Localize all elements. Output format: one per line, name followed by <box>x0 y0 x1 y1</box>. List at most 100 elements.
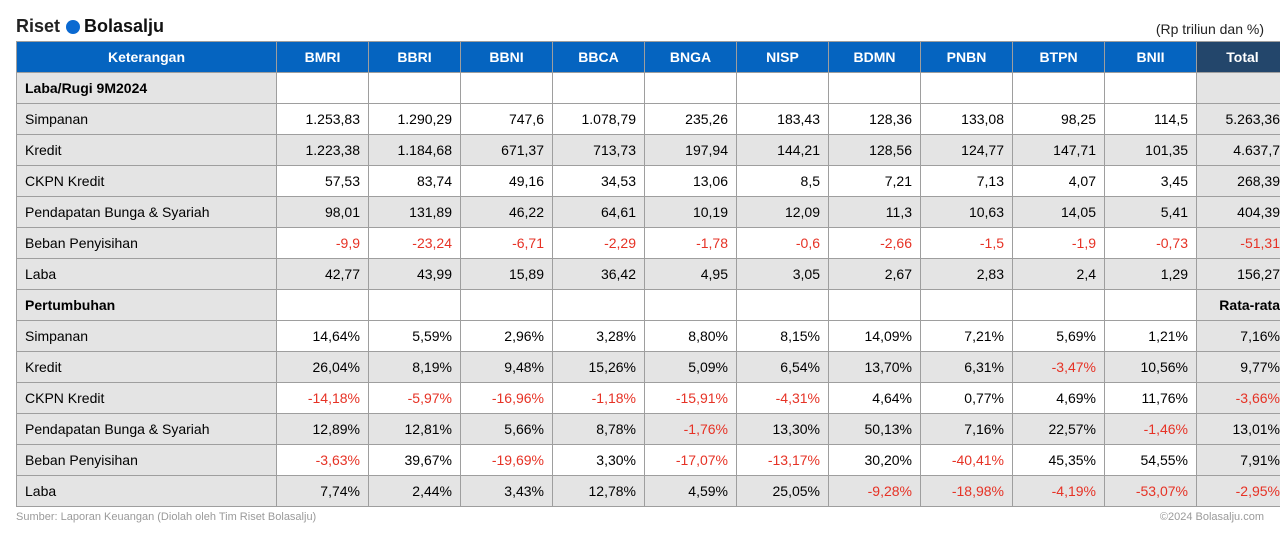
cell: Rata-rata <box>1197 290 1280 321</box>
cell: 14,64% <box>277 321 369 352</box>
cell: 12,09 <box>737 197 829 228</box>
cell: -0,73 <box>1105 228 1197 259</box>
cell: 8,19% <box>369 352 461 383</box>
cell <box>461 73 553 104</box>
cell: 128,56 <box>829 135 921 166</box>
cell: 5,59% <box>369 321 461 352</box>
unit-note: (Rp triliun dan %) <box>1156 21 1264 37</box>
table-row: Simpanan1.253,831.290,29747,61.078,79235… <box>17 104 1280 135</box>
column-header: NISP <box>737 42 829 73</box>
cell: 12,89% <box>277 414 369 445</box>
row-label: Simpanan <box>17 104 277 135</box>
cell: -3,47% <box>1013 352 1105 383</box>
cell: 183,43 <box>737 104 829 135</box>
cell: 7,16% <box>921 414 1013 445</box>
copyright: ©2024 Bolasalju.com <box>1160 511 1264 523</box>
cell: 7,21 <box>829 166 921 197</box>
row-label: Kredit <box>17 135 277 166</box>
cell <box>921 290 1013 321</box>
cell: 2,67 <box>829 259 921 290</box>
cell: 5,66% <box>461 414 553 445</box>
cell: 7,13 <box>921 166 1013 197</box>
cell: 36,42 <box>553 259 645 290</box>
cell: 13,70% <box>829 352 921 383</box>
table-row: Simpanan14,64%5,59%2,96%3,28%8,80%8,15%1… <box>17 321 1280 352</box>
cell: 9,48% <box>461 352 553 383</box>
column-header: BMRI <box>277 42 369 73</box>
cell: 128,36 <box>829 104 921 135</box>
cell <box>1105 73 1197 104</box>
cell <box>1013 290 1105 321</box>
cell <box>829 73 921 104</box>
cell: 7,16% <box>1197 321 1280 352</box>
cell: 9,77% <box>1197 352 1280 383</box>
cell: -9,28% <box>829 476 921 507</box>
table-header-row: KeteranganBMRIBBRIBBNIBBCABNGANISPBDMNPN… <box>17 42 1280 73</box>
cell: 4,69% <box>1013 383 1105 414</box>
financial-table: KeteranganBMRIBBRIBBNIBBCABNGANISPBDMNPN… <box>16 41 1280 507</box>
cell: 15,89 <box>461 259 553 290</box>
cell <box>645 73 737 104</box>
cell: 1,21% <box>1105 321 1197 352</box>
cell: 6,31% <box>921 352 1013 383</box>
cell: -3,66% <box>1197 383 1280 414</box>
cell: 747,6 <box>461 104 553 135</box>
column-header: BNII <box>1105 42 1197 73</box>
table-row: Laba/Rugi 9M2024 <box>17 73 1280 104</box>
cell: 1.290,29 <box>369 104 461 135</box>
row-label: Simpanan <box>17 321 277 352</box>
section-label: Laba/Rugi 9M2024 <box>17 73 277 104</box>
cell: 7,91% <box>1197 445 1280 476</box>
cell: 1,29 <box>1105 259 1197 290</box>
table-row: Kredit26,04%8,19%9,48%15,26%5,09%6,54%13… <box>17 352 1280 383</box>
column-header: BTPN <box>1013 42 1105 73</box>
cell: 7,74% <box>277 476 369 507</box>
source-note: Sumber: Laporan Keuangan (Diolah oleh Ti… <box>16 511 316 523</box>
table-row: Beban Penyisihan-9,9-23,24-6,71-2,29-1,7… <box>17 228 1280 259</box>
cell: 4,59% <box>645 476 737 507</box>
cell <box>1105 290 1197 321</box>
cell <box>737 290 829 321</box>
cell <box>553 73 645 104</box>
cell: 144,21 <box>737 135 829 166</box>
cell: 8,5 <box>737 166 829 197</box>
cell: 2,4 <box>1013 259 1105 290</box>
row-label: Pendapatan Bunga & Syariah <box>17 414 277 445</box>
cell <box>737 73 829 104</box>
page-header: Riset Bolasalju (Rp triliun dan %) <box>16 16 1264 37</box>
cell: 156,27 <box>1197 259 1280 290</box>
cell: -51,31 <box>1197 228 1280 259</box>
cell: -1,78 <box>645 228 737 259</box>
row-label: Pendapatan Bunga & Syariah <box>17 197 277 228</box>
cell: 1.223,38 <box>277 135 369 166</box>
cell: 7,21% <box>921 321 1013 352</box>
cell: -1,76% <box>645 414 737 445</box>
cell <box>553 290 645 321</box>
cell: 57,53 <box>277 166 369 197</box>
footer: Sumber: Laporan Keuangan (Diolah oleh Ti… <box>16 511 1264 523</box>
cell: -2,95% <box>1197 476 1280 507</box>
column-header: BBRI <box>369 42 461 73</box>
cell: -15,91% <box>645 383 737 414</box>
cell: 5,41 <box>1105 197 1197 228</box>
row-label: CKPN Kredit <box>17 383 277 414</box>
cell <box>645 290 737 321</box>
cell: -17,07% <box>645 445 737 476</box>
cell: -13,17% <box>737 445 829 476</box>
cell: 1.184,68 <box>369 135 461 166</box>
row-label: CKPN Kredit <box>17 166 277 197</box>
column-header: PNBN <box>921 42 1013 73</box>
cell: 3,28% <box>553 321 645 352</box>
cell: -6,71 <box>461 228 553 259</box>
cell <box>369 73 461 104</box>
cell: -9,9 <box>277 228 369 259</box>
cell: -2,29 <box>553 228 645 259</box>
cell: 12,81% <box>369 414 461 445</box>
cell: 131,89 <box>369 197 461 228</box>
column-header: BDMN <box>829 42 921 73</box>
cell: 10,56% <box>1105 352 1197 383</box>
cell: 22,57% <box>1013 414 1105 445</box>
cell: 46,22 <box>461 197 553 228</box>
cell <box>1013 73 1105 104</box>
cell: 45,35% <box>1013 445 1105 476</box>
